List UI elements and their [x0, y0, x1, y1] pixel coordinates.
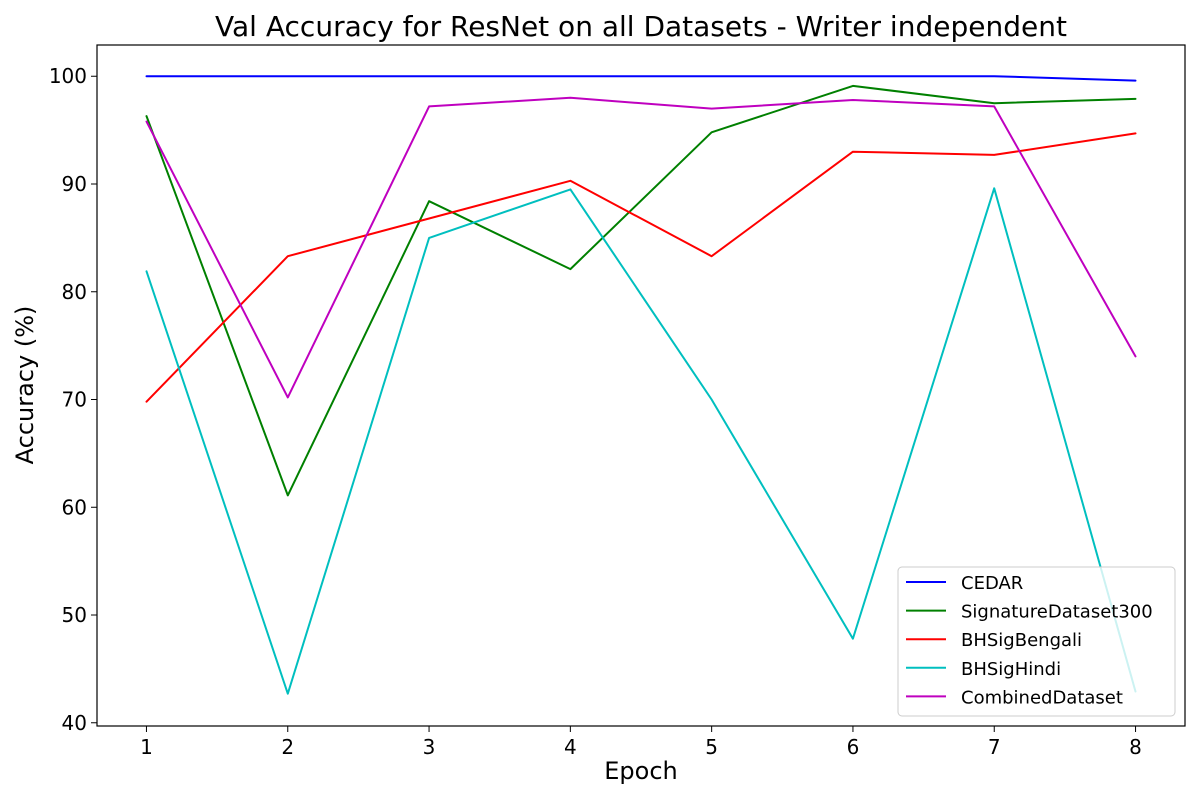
x-tick-label: 6: [847, 735, 860, 759]
y-tick-label: 50: [62, 603, 87, 627]
y-axis: 40 50 60 70 80 90 100: [49, 64, 97, 735]
x-tick-label: 4: [564, 735, 577, 759]
series-line-bhsigbengali: [145, 132, 1137, 403]
legend-items: CEDAR SignatureDataset300 BHSigBengali BHSi…: [906, 573, 1153, 708]
x-tick-label: 3: [423, 735, 436, 759]
chart-title: Val Accuracy for ResNet on all Datasets …: [215, 10, 1067, 43]
legend-label-signaturedataset300: SignatureDataset300: [961, 602, 1153, 623]
legend-box: [897, 566, 1176, 717]
y-tick-label: 90: [62, 172, 87, 196]
legend: CEDAR SignatureDataset300 BHSigBengali BHSi…: [897, 566, 1176, 717]
series-lines: [145, 75, 1137, 695]
x-tick-label: 1: [140, 735, 153, 759]
x-tick-label: 5: [705, 735, 718, 759]
series-line-cedar: [145, 75, 1137, 82]
x-tick-label: 8: [1129, 735, 1142, 759]
y-tick-label: 80: [62, 280, 87, 304]
series-line-signaturedataset300: [145, 84, 1137, 497]
plot-area: 40 50 60 70 80 90 100 1 2 3 4 5 6 7 8: [49, 44, 1186, 759]
plot-frame: [96, 44, 1186, 727]
y-tick-label: 60: [62, 495, 87, 519]
x-tick-label: 2: [281, 735, 294, 759]
legend-label-cedar: CEDAR: [961, 573, 1023, 594]
series-line-bhsighindi: [145, 187, 1137, 695]
legend-label-bhsighindi: BHSigHindi: [961, 659, 1061, 680]
y-tick-label: 70: [62, 388, 87, 412]
y-tick-label: 100: [49, 64, 87, 88]
x-tick-label: 7: [988, 735, 1001, 759]
x-axis-title: Epoch: [604, 757, 678, 785]
y-axis-title: Accuracy (%): [11, 306, 39, 465]
legend-label-bhsigbengali: BHSigBengali: [961, 630, 1082, 651]
legend-label-combineddataset: CombinedDataset: [961, 687, 1123, 708]
x-axis: 1 2 3 4 5 6 7 8: [140, 726, 1142, 759]
y-tick-label: 40: [62, 711, 87, 735]
series-line-combineddataset: [145, 96, 1137, 399]
